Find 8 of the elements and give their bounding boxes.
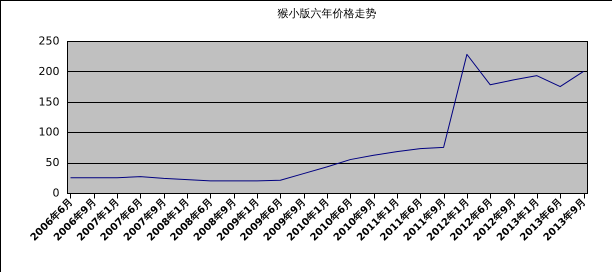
y-tick-label: 200 xyxy=(38,64,60,78)
y-tick-label: 250 xyxy=(38,34,60,48)
chart-title: 猴小版六年价格走势 xyxy=(278,7,376,20)
y-tick-label: 0 xyxy=(52,186,60,200)
y-tick-label: 150 xyxy=(38,95,60,108)
y-tick-label: 50 xyxy=(46,156,60,170)
line-series xyxy=(70,54,584,182)
y-tick-label: 100 xyxy=(38,126,60,139)
